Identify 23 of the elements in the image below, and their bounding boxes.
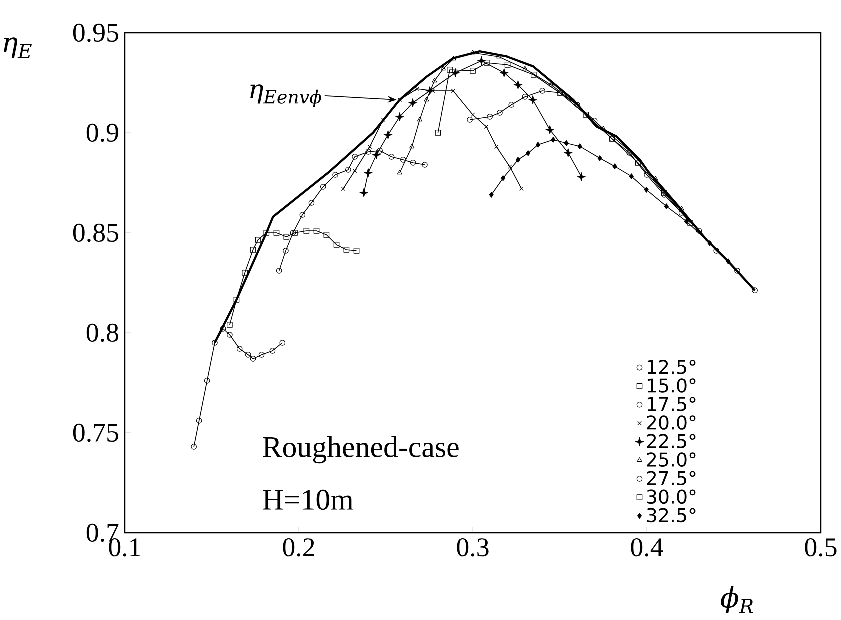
legend-label: 32.5°: [647, 508, 696, 523]
annotation: H=10m: [263, 490, 354, 510]
legend-label: 17.5°: [648, 397, 696, 412]
legend-label: 30.0°: [647, 490, 696, 504]
legend-label: 15.0°: [648, 378, 696, 393]
annotation: Roughened-case: [263, 436, 459, 464]
legend-label: 22.5°: [647, 434, 696, 448]
x-tick-label: 0.2: [283, 538, 314, 557]
legend-label: 12.5°: [648, 360, 696, 374]
x-axis-title: ϕ$_{R}$: [721, 586, 754, 614]
legend-label: 27.5°: [647, 471, 696, 486]
text: η$_{Eenvϕ}$: [250, 84, 322, 108]
x-tick-label: 0.3: [457, 538, 489, 557]
y-axis-title: η$_{E}$: [4, 38, 32, 58]
y-tick-label: 0.8: [86, 324, 118, 342]
y-tick-label: 0.9: [86, 124, 118, 142]
x-tick-label: 0.5: [805, 538, 837, 557]
y-tick-label: 0.85: [73, 224, 118, 242]
y-tick-label: 0.95: [73, 24, 118, 42]
y-tick-label: 0.75: [73, 424, 118, 442]
legend-label: 20.0°: [647, 416, 696, 430]
x-tick-label: 0.4: [631, 538, 664, 557]
legend-label: 25.0°: [647, 452, 696, 467]
